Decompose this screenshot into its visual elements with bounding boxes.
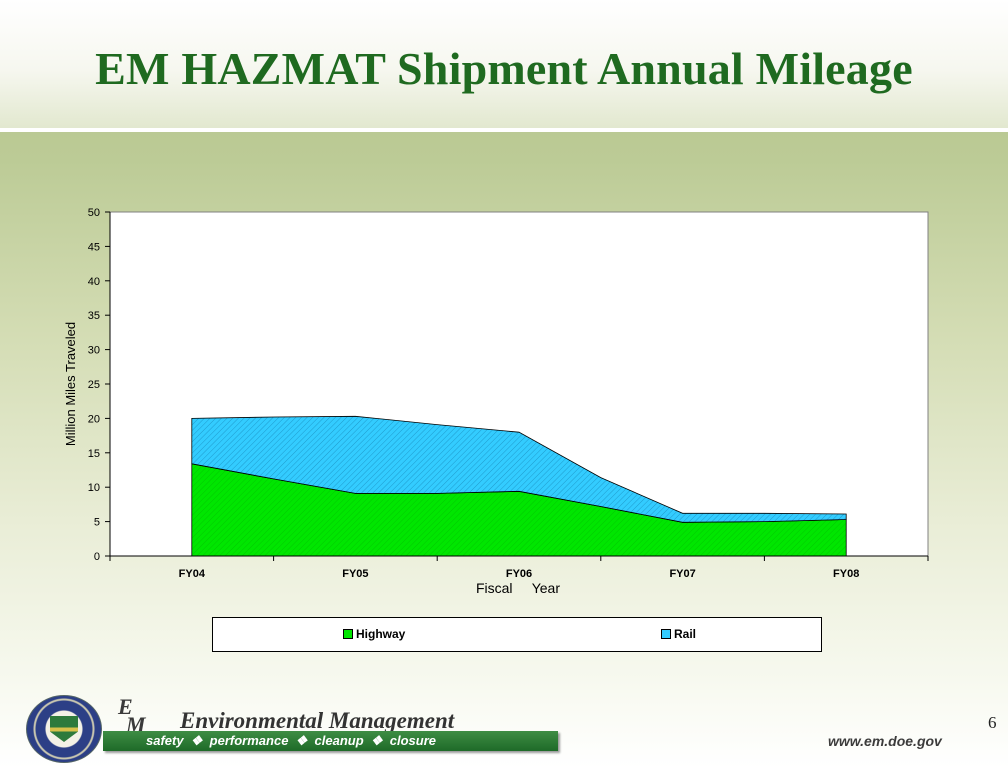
legend-label-highway: Highway [356, 627, 406, 641]
y-tick-label: 45 [88, 241, 100, 253]
x-axis-label: Fiscal Year [476, 580, 560, 596]
tagline-bar: safety ❖ performance ❖ cleanup ❖ closure [103, 731, 558, 751]
y-tick-label: 10 [88, 482, 100, 494]
tagline: safety ❖ performance ❖ cleanup ❖ closure [146, 733, 436, 748]
legend-item-highway: Highway [343, 627, 405, 641]
y-tick-label: 5 [94, 517, 100, 529]
x-tick-label: FY08 [833, 568, 859, 580]
y-tick-label: 15 [88, 448, 100, 460]
chart-legend: Highway Rail [212, 617, 822, 652]
em-logo: E M [118, 694, 146, 737]
slide-header [0, 0, 1008, 128]
y-tick-label: 35 [88, 310, 100, 322]
doe-seal-icon [26, 695, 102, 763]
x-tick-label: FY07 [669, 568, 695, 580]
area-series-rail [191, 415, 847, 523]
legend-item-rail: Rail [661, 627, 696, 641]
y-tick-label: 50 [88, 207, 100, 219]
y-tick-label: 40 [88, 276, 100, 288]
org-name: Environmental Management [180, 708, 455, 733]
legend-label-rail: Rail [674, 627, 697, 641]
page-number: 6 [988, 713, 997, 732]
y-tick-label: 30 [88, 345, 100, 357]
website-url: www.em.doe.gov [828, 733, 942, 749]
slide-title: EM HAZMAT Shipment Annual Mileage [95, 43, 913, 94]
y-tick-label: 25 [88, 379, 100, 391]
y-tick-label: 20 [88, 413, 100, 425]
x-tick-label: FY06 [506, 568, 532, 580]
highway-swatch-icon [343, 629, 353, 639]
y-axis-label: Million Miles Traveled [63, 322, 78, 446]
slide-footer: E M Environmental Management safety ❖ pe… [0, 688, 1008, 768]
y-tick-label: 0 [94, 551, 100, 563]
x-tick-label: FY04 [179, 568, 206, 580]
header-divider [0, 128, 1008, 132]
x-tick-label: FY05 [342, 568, 368, 580]
rail-swatch-icon [661, 629, 671, 639]
